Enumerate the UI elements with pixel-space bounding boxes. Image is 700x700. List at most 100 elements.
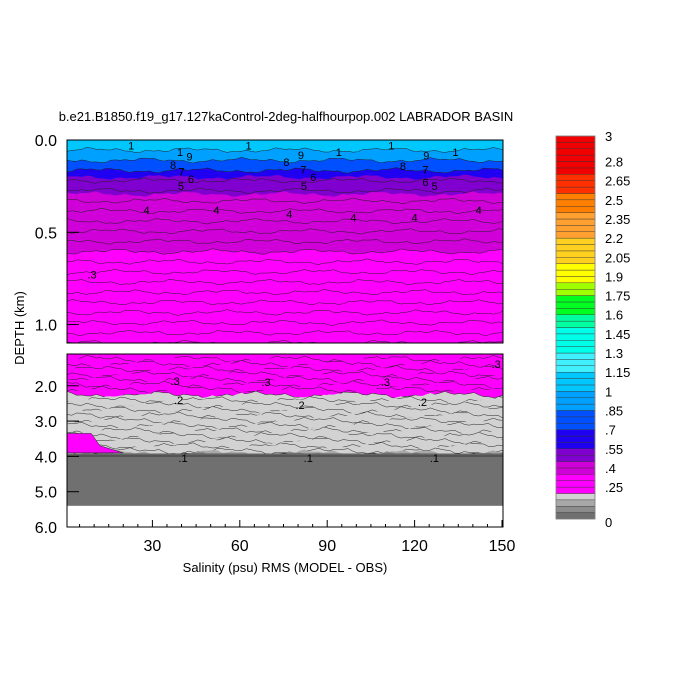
colorbar-label: 1.3 xyxy=(605,346,623,361)
magenta-pocket xyxy=(67,433,124,454)
dark-grey-fill xyxy=(67,453,503,506)
contour-label: .2 xyxy=(174,395,183,407)
colorbar-label: 1.15 xyxy=(605,365,630,380)
contour-label: .3 xyxy=(171,376,180,388)
contour-label: 5 xyxy=(178,181,184,193)
colorbar-box xyxy=(555,391,596,398)
contour-label: .3 xyxy=(261,377,270,389)
contour-label: 6 xyxy=(310,172,316,184)
contour-label: 6 xyxy=(188,174,194,186)
contour-label: 4 xyxy=(476,205,482,217)
y-tick-label: 4.0 xyxy=(35,449,57,466)
colorbar-box xyxy=(555,346,596,354)
y-tick-label: 2.0 xyxy=(35,379,57,396)
y-tick-label: 1.0 xyxy=(35,318,57,335)
colorbar-box xyxy=(555,263,596,271)
contour-label: 9 xyxy=(186,152,192,164)
colorbar-label: 2.35 xyxy=(605,212,630,227)
colorbar-box xyxy=(555,308,596,315)
colorbar-box xyxy=(555,378,596,386)
contour-label: .1 xyxy=(178,453,187,465)
contour-label: 1 xyxy=(452,147,458,159)
panel-frame xyxy=(66,353,504,528)
panel-fill xyxy=(67,140,503,343)
colorbar-box xyxy=(555,186,596,194)
colorbar-box xyxy=(555,416,596,424)
colorbar-box xyxy=(555,199,596,207)
contour-label: 5 xyxy=(431,181,437,193)
contour-label: 1 xyxy=(128,141,134,153)
colorbar-box xyxy=(555,244,596,252)
panel-frame xyxy=(66,139,504,344)
lower-panel xyxy=(66,353,504,528)
colorbar-label: 1.9 xyxy=(605,269,623,284)
colorbar-box xyxy=(555,340,596,347)
contour-label: 9 xyxy=(298,150,304,162)
contour-label: 8 xyxy=(400,161,406,173)
contour-label: .3 xyxy=(88,270,97,282)
colorbar-box xyxy=(555,461,596,469)
colorbar-box xyxy=(555,237,596,245)
contour-label: 7 xyxy=(300,165,306,177)
y-tick-label: 6.0 xyxy=(35,520,57,537)
colorbar-box xyxy=(555,454,596,462)
colorbar: 3 2.8 2.65 2.5 2.35 2.2 2.05 1.9 1.75 1.6 1.45 1.3 1… xyxy=(555,129,630,530)
colorbar-box xyxy=(555,225,596,232)
x-tick-label: 60 xyxy=(231,538,249,555)
axes: 30 60 90 120 150 0.0 0.5 1.0 2.0 3.0 4.0 5.0 6.0 xyxy=(35,133,516,555)
contour-label: 6 xyxy=(422,177,428,189)
contour-label: 9 xyxy=(423,151,429,163)
colorbar-label: .4 xyxy=(605,461,616,476)
colorbar-box xyxy=(555,250,596,258)
colorbar-box xyxy=(555,289,596,296)
colorbar-box xyxy=(555,486,596,494)
colorbar-box xyxy=(555,448,596,456)
colorbar-box xyxy=(555,148,596,156)
colorbar-box xyxy=(555,295,596,303)
y-tick-label: 3.0 xyxy=(35,414,57,431)
contour-label: .2 xyxy=(296,400,305,412)
colorbar-box xyxy=(555,410,596,418)
x-tick-label: 150 xyxy=(489,538,516,555)
colorbar-box xyxy=(555,167,596,175)
colorbar-box xyxy=(555,218,596,226)
colorbar-box xyxy=(555,442,596,449)
colorbar-box xyxy=(555,135,596,143)
colorbar-box xyxy=(555,371,596,379)
contour-label: 4 xyxy=(144,205,150,217)
colorbar-label: .25 xyxy=(605,480,623,495)
contour-label: 4 xyxy=(412,213,418,225)
colorbar-box xyxy=(555,142,596,149)
colorbar-box xyxy=(555,480,596,488)
colorbar-box xyxy=(555,352,596,360)
contour-label: 7 xyxy=(422,165,428,177)
x-tick-label: 120 xyxy=(401,538,428,555)
contour-label: 4 xyxy=(213,205,219,217)
no-data-fill xyxy=(67,505,503,527)
colorbar-box xyxy=(555,206,596,213)
contour-label: 4 xyxy=(350,213,356,225)
x-tick-label: 90 xyxy=(318,538,336,555)
x-axis-label: Salinity (psu) RMS (MODEL - OBS) xyxy=(183,560,388,575)
y-tick-label: 0.0 xyxy=(35,133,57,150)
colorbar-label: 2.8 xyxy=(605,155,623,170)
colorbar-label: .55 xyxy=(605,442,623,457)
colorbar-box xyxy=(555,474,596,481)
contour-label: 5 xyxy=(301,181,307,193)
colorbar-box xyxy=(555,333,596,341)
colorbar-box xyxy=(555,161,596,169)
colorbar-box xyxy=(555,506,596,513)
colorbar-box xyxy=(555,467,596,475)
colorbar-box xyxy=(555,301,596,309)
colorbar-label: 3 xyxy=(605,129,612,144)
chart-title: b.e21.B1850.f19_g17.127kaControl-2deg-ha… xyxy=(59,109,514,124)
contour-label: 1 xyxy=(177,147,183,159)
colorbar-box xyxy=(555,499,596,507)
colorbar-box xyxy=(555,429,596,437)
colorbar-label: 0 xyxy=(605,515,612,530)
contour-band xyxy=(67,336,503,343)
colorbar-box xyxy=(555,365,596,373)
x-tick-label: 30 xyxy=(144,538,162,555)
colorbar-box xyxy=(555,269,596,277)
